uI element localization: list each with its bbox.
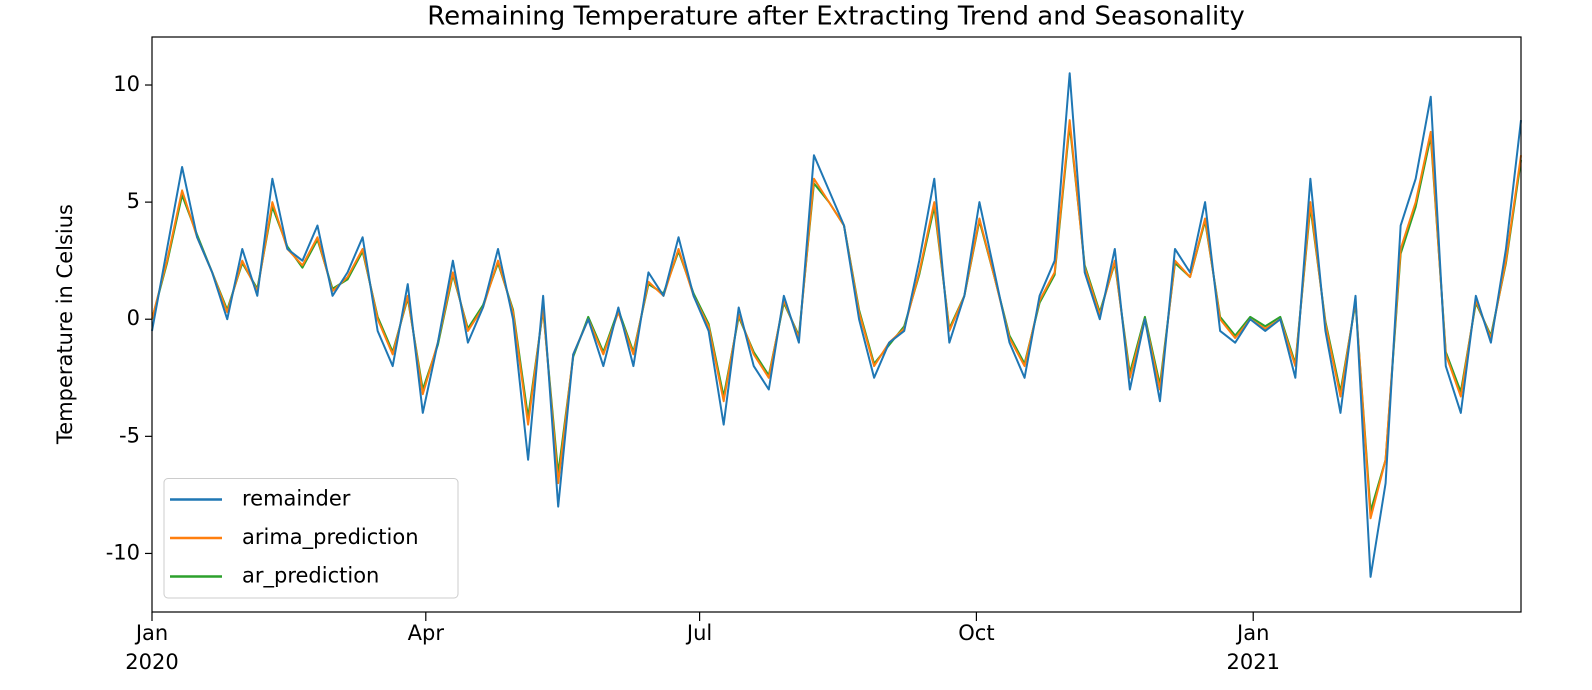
y-axis-label: Temperature in Celsius xyxy=(53,204,77,445)
legend-box xyxy=(163,478,459,599)
legend-label: arima_prediction xyxy=(242,525,419,550)
x-tick-label: Apr xyxy=(408,621,445,645)
y-tick-label: 0 xyxy=(127,306,140,330)
y-tick-label: -10 xyxy=(106,540,140,564)
y-tick-label: 10 xyxy=(113,72,140,96)
x-tick-sublabel: 2021 xyxy=(1226,650,1279,674)
x-tick-sublabel: 2020 xyxy=(125,650,178,674)
x-tick-label: Jul xyxy=(685,621,712,645)
plot-frame xyxy=(151,36,1522,613)
legend-label: remainder xyxy=(242,487,351,511)
legend-label: ar_prediction xyxy=(242,564,379,589)
series-line xyxy=(151,72,1522,578)
series-line xyxy=(151,119,1522,520)
x-tick-label: Oct xyxy=(958,621,994,645)
y-tick-label: 5 xyxy=(127,189,140,213)
y-tick-label: -5 xyxy=(119,423,140,447)
chart-title: Remaining Temperature after Extracting T… xyxy=(427,2,1245,32)
x-tick-label: Jan xyxy=(134,621,168,645)
series-line xyxy=(151,123,1522,513)
x-tick-label: Jan xyxy=(1235,621,1269,645)
